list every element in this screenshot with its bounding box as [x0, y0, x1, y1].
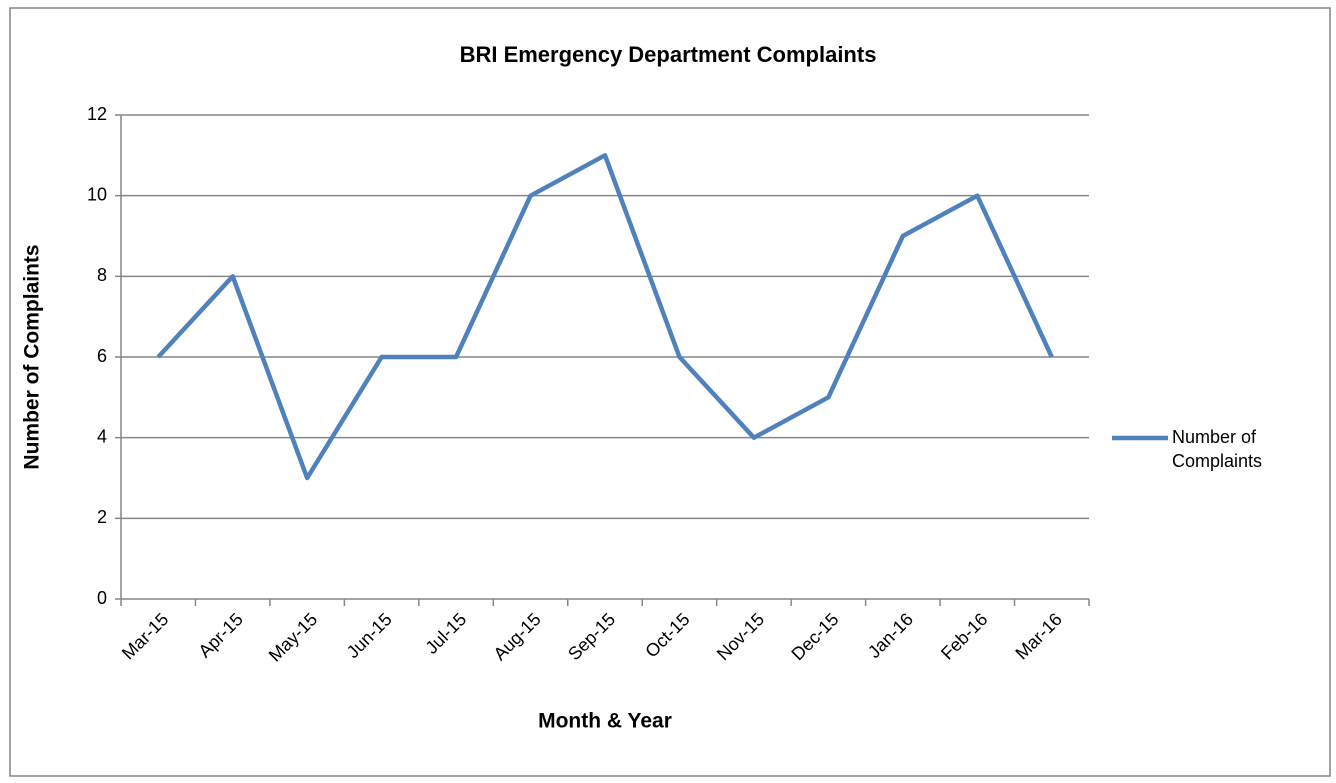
- y-axis-title: Number of Complaints: [21, 244, 44, 469]
- y-tick-label: 4: [97, 426, 107, 446]
- x-axis-title: Month & Year: [538, 710, 672, 733]
- chart-border: [9, 7, 1331, 777]
- y-tick-label: 0: [97, 588, 107, 608]
- y-tick-label: 2: [97, 507, 107, 527]
- data-line: [156, 153, 1054, 481]
- legend-label: Number of Complaints: [1172, 427, 1263, 471]
- y-tick-label: 6: [97, 346, 107, 366]
- y-tick-label: 10: [87, 184, 107, 204]
- chart-title: BRI Emergency Department Complaints: [460, 42, 877, 67]
- y-tick-label: 12: [87, 104, 107, 124]
- y-tick-label: 8: [97, 265, 107, 285]
